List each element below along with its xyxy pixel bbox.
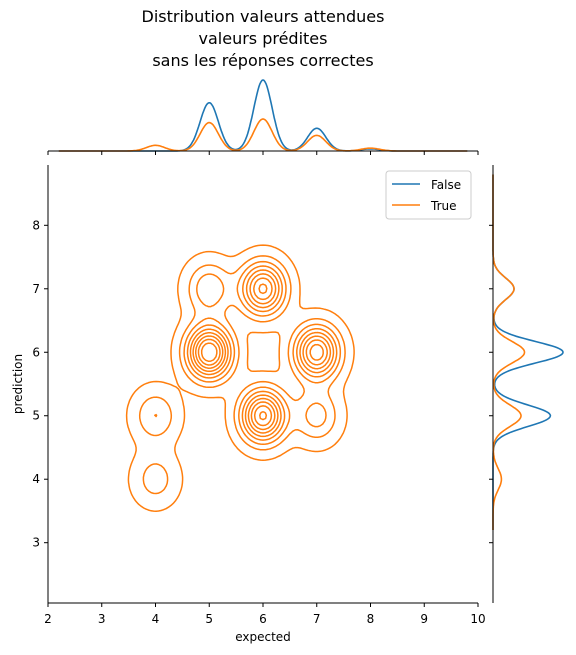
kde-contour-level-6 xyxy=(192,273,332,434)
x-tick-label: 7 xyxy=(313,612,321,626)
kde-contours xyxy=(125,244,355,512)
x-axis-label: expected xyxy=(235,630,291,644)
x-tick-label: 8 xyxy=(367,612,375,626)
joint-axes: 2 3 4 5 6 7 8 9 10 3 4 5 6 7 8 expected prediction xyxy=(11,165,486,644)
kde-contour-level-9 xyxy=(200,342,268,421)
y-tick-label: 4 xyxy=(32,472,40,486)
legend-label-true: True xyxy=(430,199,457,213)
chart-title: Distribution valeurs attendues valeurs p… xyxy=(48,6,478,72)
marginal-x-curves xyxy=(58,79,468,152)
x-tick-label: 6 xyxy=(259,612,267,626)
y-tick-label: 3 xyxy=(32,536,40,550)
kde-contour-level-1 xyxy=(125,244,355,512)
marginal-y-curve-false xyxy=(492,174,564,530)
y-tick-label: 6 xyxy=(32,345,40,359)
x-tick-label: 4 xyxy=(152,612,160,626)
kde-contour-level-3 xyxy=(154,260,342,446)
legend: False True xyxy=(385,170,472,220)
kde-contour-level-2 xyxy=(138,255,346,495)
kde-contour-level-7 xyxy=(194,277,328,431)
legend-frame xyxy=(385,170,472,220)
marginal-x-curve-true xyxy=(58,118,468,152)
marginal-y-panel xyxy=(489,165,564,603)
marginal-y-curves xyxy=(492,174,564,530)
x-tick-label: 9 xyxy=(420,612,428,626)
y-tick-label: 7 xyxy=(32,282,40,296)
kde-contour-level-4 xyxy=(186,265,338,441)
x-tick-label: 5 xyxy=(205,612,213,626)
x-tick-label: 3 xyxy=(98,612,106,626)
marginal-y-ticks xyxy=(489,224,493,544)
title-line-1: Distribution valeurs attendues xyxy=(141,7,385,26)
title-line-3: sans les réponses correctes xyxy=(152,51,374,70)
y-axis-label: prediction xyxy=(11,354,25,414)
kde-contour-level-5 xyxy=(189,269,335,438)
marginal-x-curve-false xyxy=(58,79,468,152)
x-tick-label: 2 xyxy=(44,612,52,626)
y-tick-label: 5 xyxy=(32,409,40,423)
x-tick-label: 10 xyxy=(470,612,485,626)
y-ticks: 3 4 5 6 7 8 xyxy=(32,218,48,550)
kde-contour-level-8 xyxy=(197,283,324,427)
legend-label-false: False xyxy=(431,178,461,192)
title-line-2: valeurs prédites xyxy=(198,29,328,48)
marginal-x-ticks xyxy=(47,151,479,155)
x-ticks: 2 3 4 5 6 7 8 9 10 xyxy=(44,603,486,626)
marginal-x-panel xyxy=(47,79,479,155)
marginal-y-curve-true xyxy=(492,174,526,530)
y-tick-label: 8 xyxy=(32,218,40,232)
